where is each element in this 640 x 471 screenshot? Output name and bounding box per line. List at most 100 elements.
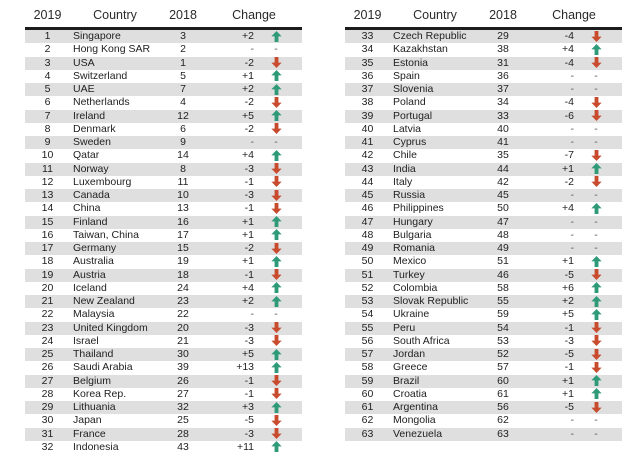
table-row: 19 Austria 18 -1 bbox=[25, 268, 302, 282]
rank-2019: 19 bbox=[41, 268, 54, 281]
change-value: -4 bbox=[564, 30, 574, 42]
up-arrow-icon bbox=[270, 83, 282, 95]
table-row: 45 Russia 45 - - bbox=[345, 189, 622, 203]
country-name: Belgium bbox=[73, 374, 111, 387]
table-row: 46 Philippines 50 +4 bbox=[345, 202, 622, 215]
change-value: +5 bbox=[562, 308, 574, 321]
change-value: -1 bbox=[244, 374, 254, 387]
down-arrow-icon bbox=[590, 57, 602, 69]
country-name: Greece bbox=[393, 361, 428, 374]
country-name: Saudi Arabia bbox=[73, 361, 133, 374]
rank-2019: 1 bbox=[44, 30, 51, 42]
country-name: Iceland bbox=[73, 281, 107, 294]
table-row: 16 Taiwan, China 17 +1 bbox=[25, 229, 302, 242]
table-row: 55 Peru 54 -1 bbox=[345, 321, 622, 335]
rank-2019: 26 bbox=[41, 361, 54, 374]
down-arrow-icon bbox=[590, 96, 602, 108]
rank-2018: 26 bbox=[177, 374, 189, 387]
country-name: Qatar bbox=[73, 149, 100, 162]
change-direction bbox=[258, 401, 302, 414]
rank-2019: 42 bbox=[361, 149, 374, 162]
table-row: 43 India 44 +1 bbox=[345, 162, 622, 176]
table-row: 5 UAE 7 +2 bbox=[25, 83, 302, 97]
country-name: Hong Kong SAR bbox=[73, 43, 151, 56]
rank-2018: 6 bbox=[180, 122, 186, 135]
up-arrow-icon bbox=[270, 110, 282, 122]
change-direction bbox=[258, 375, 302, 388]
country-name: Korea Rep. bbox=[73, 387, 127, 400]
rank-2019: 35 bbox=[361, 56, 374, 69]
rank-2018: 55 bbox=[497, 295, 509, 307]
change-direction bbox=[578, 110, 622, 123]
header-change: Change bbox=[232, 8, 276, 22]
rank-2019: 37 bbox=[361, 83, 374, 95]
up-arrow-icon bbox=[270, 255, 282, 267]
rank-2018: 7 bbox=[180, 83, 186, 95]
header-2019: 2019 bbox=[353, 8, 382, 22]
country-name: Singapore bbox=[73, 30, 121, 42]
country-name: Japan bbox=[73, 414, 102, 427]
change-value: +4 bbox=[562, 202, 574, 215]
header-change: Change bbox=[552, 8, 596, 22]
rank-2019: 62 bbox=[361, 414, 374, 427]
country-name: Slovak Republic bbox=[393, 295, 469, 307]
rank-2019: 20 bbox=[41, 281, 54, 294]
rank-2019: 52 bbox=[361, 281, 374, 294]
change-value: - bbox=[570, 122, 575, 135]
rank-2018: 35 bbox=[497, 149, 509, 162]
rank-2018: 31 bbox=[497, 56, 509, 69]
up-arrow-icon bbox=[270, 282, 282, 294]
change-direction bbox=[258, 242, 302, 255]
change-value: -2 bbox=[564, 175, 574, 188]
rank-2018: 48 bbox=[497, 228, 509, 241]
rank-2019: 25 bbox=[41, 348, 54, 360]
rank-2019: 24 bbox=[41, 334, 54, 347]
change-value: -7 bbox=[564, 149, 574, 162]
header-2019: 2019 bbox=[33, 8, 62, 22]
change-direction bbox=[258, 361, 302, 374]
table-row: 11 Norway 8 -3 bbox=[25, 162, 302, 176]
rank-2018: 50 bbox=[497, 202, 509, 215]
country-name: Norway bbox=[73, 162, 109, 175]
country-name: Taiwan, China bbox=[73, 228, 139, 241]
country-name: Estonia bbox=[393, 56, 429, 69]
change-value: -1 bbox=[244, 175, 254, 188]
country-name: Sweden bbox=[73, 136, 111, 148]
table-row: 54 Ukraine 59 +5 bbox=[345, 308, 622, 321]
change-direction bbox=[258, 322, 302, 335]
change-value: +1 bbox=[562, 374, 574, 387]
rank-2019: 11 bbox=[42, 162, 53, 175]
table-row: 4 Switzerland 5 +1 bbox=[25, 70, 302, 83]
rank-2018: 39 bbox=[177, 361, 189, 374]
rank-2018: 22 bbox=[177, 308, 189, 321]
down-arrow-icon bbox=[270, 322, 282, 334]
change-value: +4 bbox=[242, 281, 254, 294]
rank-2019: 4 bbox=[44, 69, 51, 82]
table-row: 59 Brazil 60 +1 bbox=[345, 374, 622, 388]
change-direction bbox=[258, 441, 302, 454]
no-change-dash: - bbox=[274, 43, 278, 56]
country-name: Argentina bbox=[393, 401, 438, 413]
no-change-dash: - bbox=[594, 83, 598, 95]
change-value: +5 bbox=[242, 109, 254, 122]
change-direction bbox=[258, 282, 302, 295]
change-direction: - bbox=[578, 123, 622, 136]
change-value: +1 bbox=[242, 255, 254, 268]
rank-2018: 17 bbox=[177, 228, 189, 241]
rank-2019: 36 bbox=[361, 69, 374, 82]
table-row: 51 Turkey 46 -5 bbox=[345, 268, 622, 282]
country-name: South Africa bbox=[393, 334, 450, 347]
rank-2019: 3 bbox=[44, 56, 51, 69]
country-name: Switzerland bbox=[73, 69, 128, 82]
rank-2019: 2 bbox=[44, 43, 51, 56]
rank-2018: 30 bbox=[177, 348, 189, 360]
country-name: Chile bbox=[393, 149, 417, 162]
table-header: 2019 Country 2018 Change bbox=[345, 3, 622, 30]
table-row: 10 Qatar 14 +4 bbox=[25, 149, 302, 162]
rank-2018: 34 bbox=[497, 96, 509, 109]
change-direction bbox=[578, 30, 622, 43]
change-direction bbox=[258, 96, 302, 109]
rank-2019: 48 bbox=[361, 228, 374, 241]
up-arrow-icon bbox=[270, 348, 282, 360]
change-value: - bbox=[570, 228, 575, 241]
